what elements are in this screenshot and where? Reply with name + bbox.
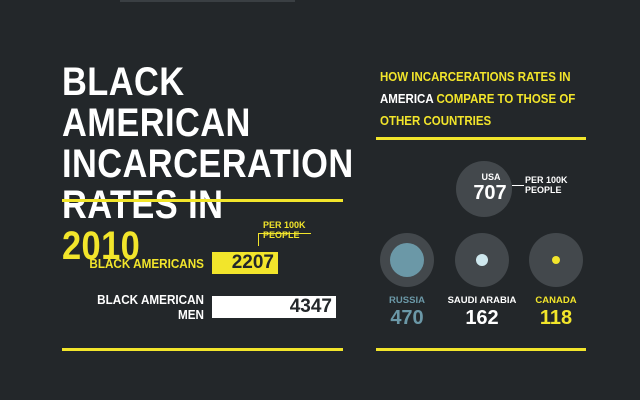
- right-bottom-rule: [376, 348, 586, 351]
- saudi-arabia-value: 162: [465, 307, 499, 329]
- title-year: 2010: [62, 224, 141, 268]
- russia-label: RUSSIA: [389, 295, 425, 306]
- canada-dot: [552, 256, 560, 264]
- bar-black-americans: 2207: [212, 252, 278, 274]
- per-100k-note: PER 100K PEOPLE: [263, 220, 306, 240]
- title-line-1: BLACK AMERICAN: [62, 60, 251, 145]
- subtitle-highlight: AMERICA: [380, 92, 434, 106]
- subtitle-part-2: COMPARE TO THOSE OF OTHER COUNTRIES: [380, 92, 576, 128]
- usa-per-note: PER 100K PEOPLE: [525, 175, 568, 195]
- row-black-americans: BLACK AMERICANS 2207: [62, 252, 278, 274]
- usa-circle: [456, 161, 512, 217]
- comparison-subtitle: HOW INCARCERATIONS RATES IN AMERICA COMP…: [380, 66, 592, 132]
- usa-pointer-line: [512, 185, 524, 186]
- bar-black-american-men: 4347: [212, 296, 336, 318]
- row-black-american-men: BLACK AMERICAN MEN 4347: [62, 292, 336, 322]
- left-bottom-rule: [62, 348, 343, 351]
- top-divider: [120, 0, 295, 2]
- usa-value: 707: [473, 182, 507, 204]
- row-label-black-american-men: BLACK AMERICAN MEN: [97, 292, 204, 322]
- row-label-black-americans: BLACK AMERICANS: [89, 255, 204, 271]
- per-100k-bracket: [258, 233, 311, 246]
- right-top-rule: [376, 137, 586, 140]
- russia-dot: [390, 243, 424, 277]
- saudi-arabia-dot: [476, 254, 488, 266]
- canada-value: 118: [539, 307, 573, 329]
- title-line-3: RATES IN: [62, 183, 224, 227]
- russia-value: 470: [390, 307, 424, 329]
- title-line-2: INCARCERATION: [62, 142, 354, 186]
- left-top-rule: [62, 199, 343, 202]
- main-title: BLACK AMERICAN INCARCERATION RATES IN 20…: [62, 60, 353, 268]
- subtitle-part-1: HOW INCARCERATIONS RATES IN: [380, 70, 571, 84]
- saudi-arabia-label: SAUDI ARABIA: [447, 295, 517, 306]
- canada-label: CANADA: [535, 295, 577, 306]
- usa-label: USA: [481, 172, 501, 182]
